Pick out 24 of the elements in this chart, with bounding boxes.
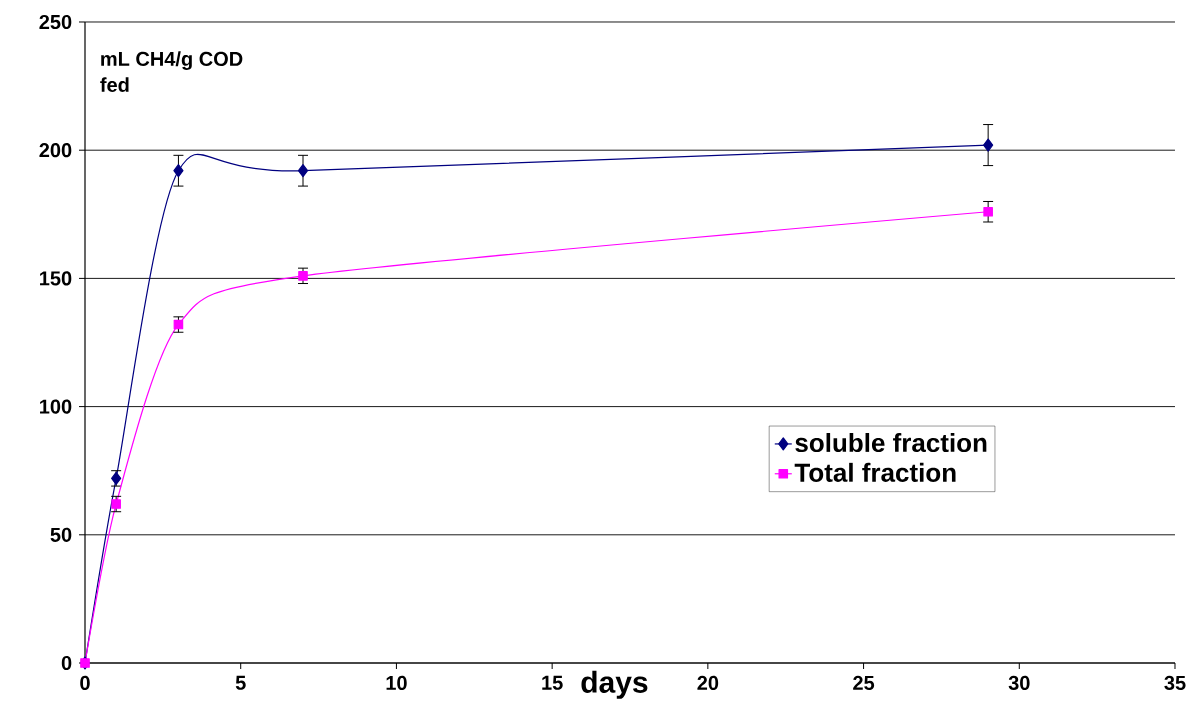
y-tick-label: 250 xyxy=(39,14,72,30)
y-tick-label: 100 xyxy=(40,399,72,414)
point xyxy=(297,164,309,178)
point xyxy=(298,271,308,281)
point xyxy=(983,206,993,217)
x-tick-label: 0 xyxy=(80,675,90,691)
y-tick-label: 150 xyxy=(40,271,72,286)
legend-label: soluble fraction xyxy=(795,433,987,453)
point xyxy=(983,138,994,152)
x-tick-label: 35 xyxy=(1164,675,1186,691)
x-tick-label: 15 xyxy=(542,675,563,690)
point xyxy=(173,164,184,178)
x-tick-label: 5 xyxy=(235,675,246,690)
x-axis-title: days xyxy=(581,670,648,699)
y-tick-label: 200 xyxy=(39,143,72,158)
y-tick-label: 0 xyxy=(61,655,72,671)
point xyxy=(111,499,121,509)
x-tick-label: 30 xyxy=(1008,675,1030,691)
x-tick-label: 25 xyxy=(853,675,875,691)
x-tick-label: 20 xyxy=(697,675,719,691)
y-axis-title: mL CH4/g COD fed xyxy=(100,51,243,92)
legend-label: Total fraction xyxy=(794,462,956,482)
x-tick-label: 10 xyxy=(386,675,407,691)
y-tick-label: 50 xyxy=(50,527,72,542)
